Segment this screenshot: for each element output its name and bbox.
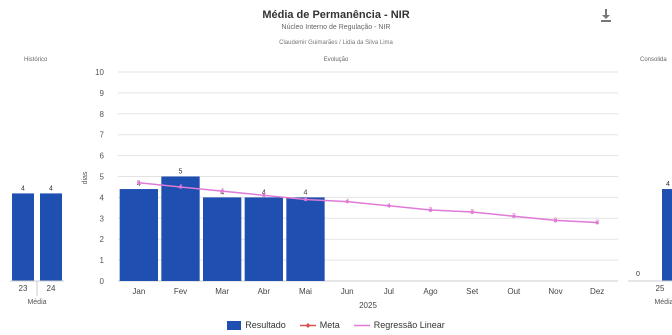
history-bar-label: 4 xyxy=(21,185,25,192)
legend-swatch-regression xyxy=(353,324,370,326)
consolidated-chart: 4 0 25 Média xyxy=(628,181,672,306)
regression-data-label: 3 xyxy=(554,217,558,224)
regression-point xyxy=(262,193,266,197)
legend-label-regressao: Regressão Linear xyxy=(373,320,445,330)
bar-data-label: 4 xyxy=(220,189,224,196)
bar-data-label: 4 xyxy=(304,189,308,196)
legend-item-regressao[interactable]: Regressão Linear xyxy=(353,320,445,330)
regression-point xyxy=(137,181,141,185)
regression-point xyxy=(512,214,516,218)
bar-data-label: 4 xyxy=(137,181,141,188)
regression-point xyxy=(178,185,183,189)
y-tick-label: 0 xyxy=(100,277,105,286)
consolidated-bar-label: 4 xyxy=(666,181,670,188)
regression-point xyxy=(220,189,224,193)
legend-swatch-meta xyxy=(299,322,316,328)
x-tick-label: Abr xyxy=(258,287,271,296)
regression-data-label: 3 xyxy=(470,209,474,216)
download-icon[interactable] xyxy=(598,7,614,23)
regression-data-label: 4 xyxy=(262,192,266,199)
regression-data-label: 4 xyxy=(387,203,391,210)
x-tick-label: Fev xyxy=(174,287,187,296)
regression-point xyxy=(345,199,349,204)
y-tick-label: 4 xyxy=(100,193,105,202)
consolidated-tick-label: 25 xyxy=(656,284,665,293)
x-tick-label: Jan xyxy=(132,287,145,296)
regression-data-label: 4 xyxy=(179,184,183,191)
history-panel-title: Histórico xyxy=(24,57,48,63)
bar-data-label: 4 xyxy=(262,189,266,196)
regression-data-label: 3 xyxy=(595,219,599,226)
y-tick-label: 3 xyxy=(100,214,105,223)
x-tick-label: Jul xyxy=(384,287,394,296)
regression-data-label: 4 xyxy=(220,188,224,195)
legend-label-resultado: Resultado xyxy=(245,320,286,330)
regression-point xyxy=(553,218,558,222)
history-xlabel: Média xyxy=(27,299,46,306)
bar-data-label: 5 xyxy=(179,169,183,176)
x-tick-label: Set xyxy=(466,287,479,296)
x-tick-label: Mai xyxy=(299,287,312,296)
chart-authors: Claudemir Guimarães / Lidia da Silva Lim… xyxy=(279,40,393,46)
evolution-panel-title: Evolução xyxy=(323,57,349,63)
consolidated-xlabel: Média xyxy=(654,299,672,306)
bar-resultado xyxy=(119,189,158,281)
x-axis-label: 2025 xyxy=(359,301,377,310)
y-tick-label: 9 xyxy=(100,89,105,98)
bar-resultado xyxy=(286,197,325,281)
x-tick-label: Mar xyxy=(215,287,229,296)
x-tick-label: Dez xyxy=(590,287,604,296)
chart-subtitle: Núcleo Interno de Regulação - NIR xyxy=(281,24,391,31)
regression-point xyxy=(428,208,433,212)
y-tick-label: 6 xyxy=(100,152,105,161)
history-bar-label: 4 xyxy=(49,185,53,192)
y-tick-label: 10 xyxy=(95,68,104,77)
regression-data-label: 4 xyxy=(345,199,349,206)
regression-point xyxy=(303,197,308,202)
bar-resultado xyxy=(161,176,200,281)
regression-data-label: 5 xyxy=(137,180,141,187)
history-tick-label: 24 xyxy=(47,284,56,293)
x-tick-label: Ago xyxy=(423,287,438,296)
regression-point xyxy=(470,210,474,214)
bar-resultado xyxy=(203,197,242,281)
regression-point xyxy=(387,204,391,208)
legend-swatch-bar xyxy=(227,320,242,330)
x-tick-label: Out xyxy=(507,287,521,296)
x-tick-label: Nov xyxy=(548,287,562,296)
y-axis-label: dias xyxy=(82,171,89,184)
history-bar xyxy=(40,193,62,281)
y-tick-label: 2 xyxy=(100,235,105,244)
legend-item-meta[interactable]: Meta xyxy=(299,320,340,330)
y-tick-label: 1 xyxy=(100,256,105,265)
consolidated-bar xyxy=(662,189,672,281)
consolidated-panel-title: Consolida xyxy=(640,57,667,63)
chart-legend: Resultado Meta Regressão Linear xyxy=(0,320,672,330)
regression-data-label: 4 xyxy=(304,196,308,203)
chart-title: Média de Permanência - NIR xyxy=(262,9,410,21)
consolidated-extra-label: 0 xyxy=(636,271,640,278)
regression-data-label: 3 xyxy=(429,207,433,214)
y-tick-label: 5 xyxy=(100,173,105,182)
history-bar xyxy=(12,193,34,281)
legend-item-resultado[interactable]: Resultado xyxy=(227,320,286,330)
regression-data-label: 3 xyxy=(512,213,516,220)
y-tick-label: 7 xyxy=(100,131,105,140)
bar-resultado xyxy=(244,197,283,281)
regression-point xyxy=(595,220,599,225)
history-tick-label: 23 xyxy=(19,284,28,293)
regression-line xyxy=(138,182,598,224)
legend-label-meta: Meta xyxy=(319,320,340,330)
x-tick-label: Jun xyxy=(341,287,354,296)
y-tick-label: 8 xyxy=(100,110,105,119)
